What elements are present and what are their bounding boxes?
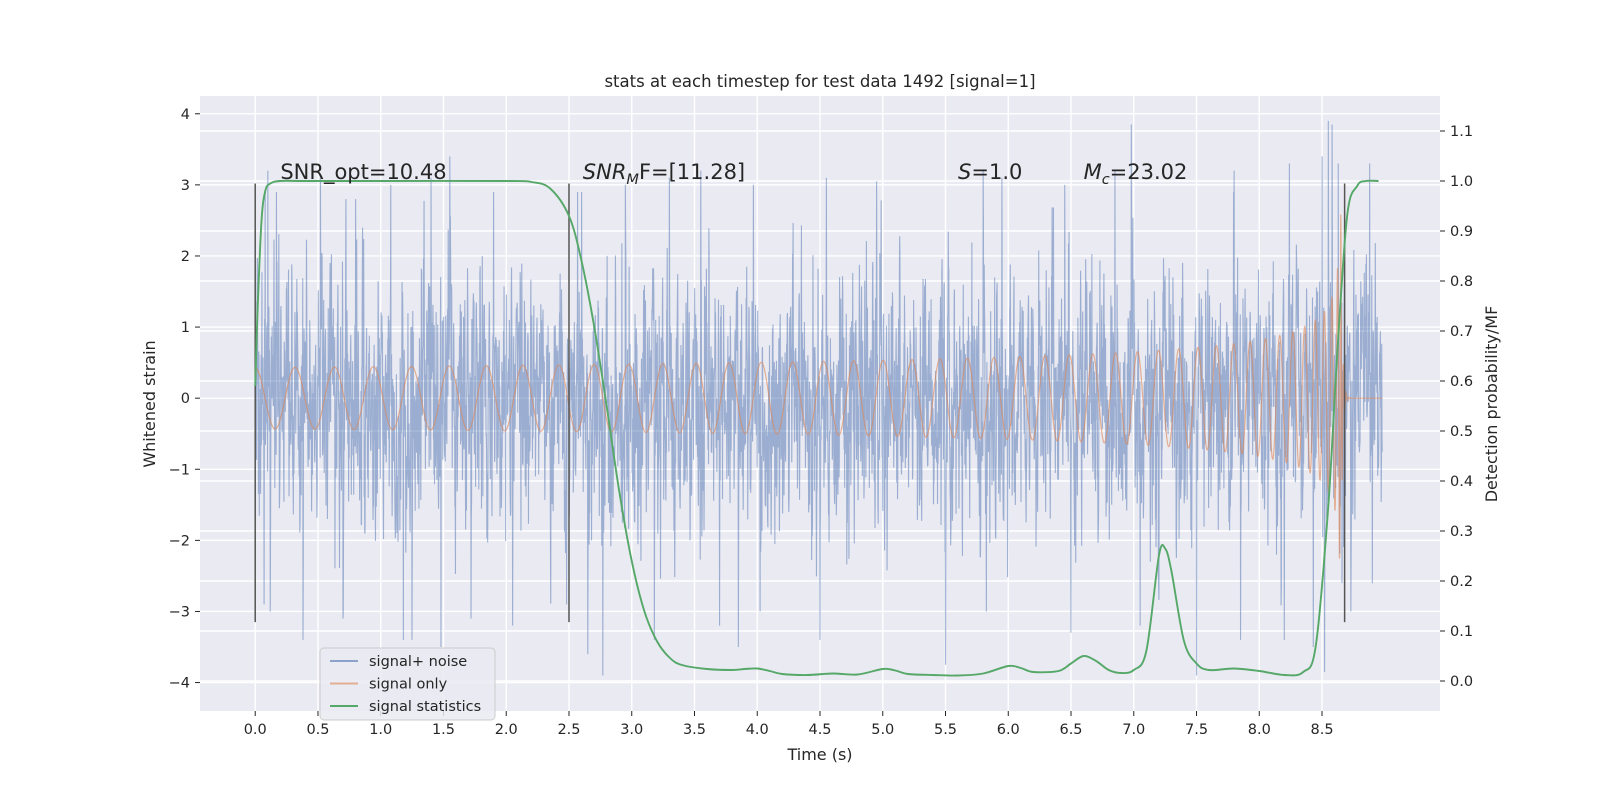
y2-tick-label-7: 0.4 [1450,474,1473,490]
y-tick-label-8: −4 [169,676,190,692]
legend-label-1: signal only [369,677,448,693]
y-axis-label: Whitened strain [140,340,159,467]
annotation-2: S=1.0 [958,160,1022,184]
y-tick-label-5: −1 [169,462,190,478]
legend: signal+ noise signal only signal statistic… [319,647,496,721]
y2-tick-label-1: 1.0 [1450,174,1473,190]
legend-box [319,647,496,721]
y2-tick-label-0: 1.1 [1450,124,1473,140]
signal-noise-line [254,120,1383,676]
x-tick-label-9: 4.5 [808,722,831,738]
y2-tick-label-5: 0.6 [1450,374,1473,390]
y2-tick-label-4: 0.7 [1450,324,1473,340]
x-tick-label-15: 7.5 [1185,722,1208,738]
x-tick-label-6: 3.0 [620,722,643,738]
x-tick-label-17: 8.5 [1310,722,1333,738]
legend-label-2: signal statistics [369,699,481,715]
y-axis-ticks: 4 3 2 1 0 −1 −2 −3 −4 [169,107,200,692]
y2-tick-label-11: 0.0 [1450,674,1473,690]
x-axis-ticks: 0.0 0.5 1.0 1.5 2.0 2.5 3.0 3.5 4.0 4.5 5.0 5.5 6.0 6… [244,711,1334,738]
y2-tick-label-8: 0.3 [1450,524,1473,540]
x-tick-label-5: 2.5 [557,722,580,738]
x-tick-label-12: 6.0 [997,722,1020,738]
y2-tick-label-3: 0.8 [1450,274,1473,290]
x-tick-label-4: 2.0 [495,722,518,738]
signal-noise-series [254,120,1383,676]
x-tick-label-8: 4.0 [746,722,769,738]
y-tick-label-7: −3 [169,604,190,620]
x-tick-label-0: 0.0 [244,722,267,738]
y-tick-label-6: −2 [169,533,190,549]
annotation-1: SNRMF=[11.28] [583,160,745,188]
x-tick-label-3: 1.5 [432,722,455,738]
y2-axis-ticks: 1.1 1.0 0.9 0.8 0.7 0.6 0.5 0.4 0.3 0.2 0.1 0.0 [1440,124,1473,690]
annotations: SNR_opt=10.48 SNRMF=[11.28] S=1.0 Mc=23.02 [280,160,1187,188]
x-tick-label-10: 5.0 [871,722,894,738]
y-tick-label-1: 3 [181,178,190,194]
x-tick-label-16: 8.0 [1248,722,1271,738]
x-tick-label-14: 7.0 [1122,722,1145,738]
y2-tick-label-9: 0.2 [1450,574,1473,590]
annotation-0: SNR_opt=10.48 [280,160,446,185]
y2-axis-label: Detection probability/MF [1482,306,1501,503]
x-tick-label-11: 5.5 [934,722,957,738]
x-tick-label-13: 6.5 [1059,722,1082,738]
y-tick-label-4: 0 [181,391,190,407]
signal-statistics-line [254,179,1379,677]
annotation-3: Mc=23.02 [1084,160,1188,188]
x-tick-label-1: 0.5 [306,722,329,738]
x-tick-label-7: 3.5 [683,722,706,738]
y-tick-label-3: 1 [181,320,190,336]
y2-tick-label-10: 0.1 [1450,624,1473,640]
signal-only-series [255,214,1383,559]
signal-statistics-series [254,179,1379,677]
chart-title: stats at each timestep for test data 149… [604,72,1035,91]
y2-tick-label-2: 0.9 [1450,224,1473,240]
y-tick-label-2: 2 [181,249,190,265]
signal-only-line [255,214,1383,559]
y-tick-label-0: 4 [181,107,190,123]
legend-label-0: signal+ noise [369,654,467,670]
y2-tick-label-6: 0.5 [1450,424,1473,440]
segment-markers [254,183,1346,623]
x-tick-label-2: 1.0 [369,722,392,738]
x-axis-label: Time (s) [786,745,852,764]
